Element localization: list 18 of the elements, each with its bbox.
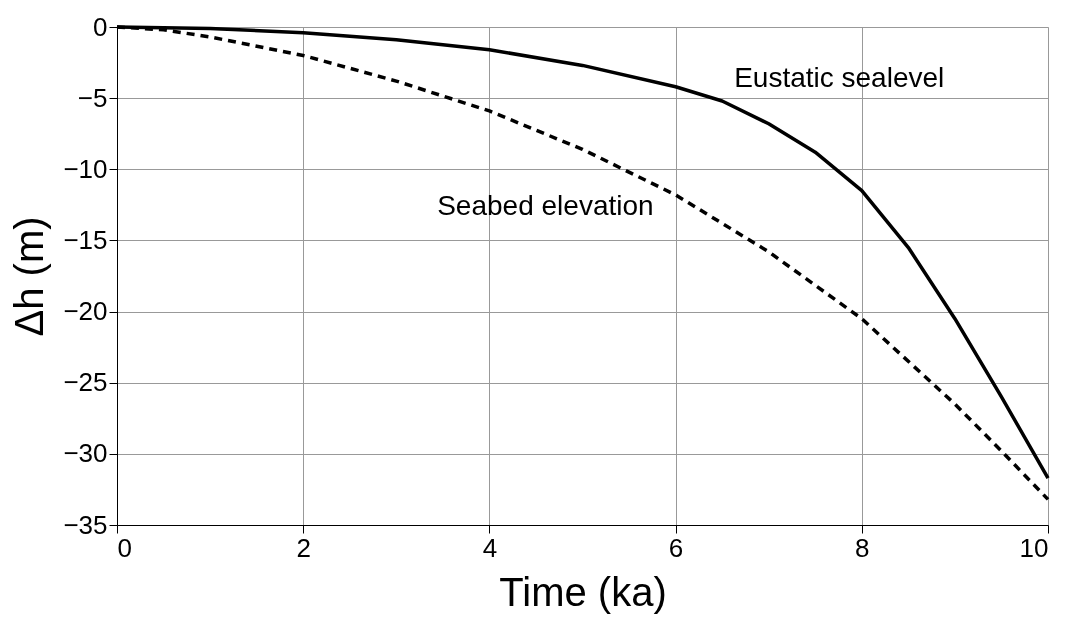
y-tick-label: −25 — [63, 367, 108, 398]
series-label: Seabed elevation — [437, 189, 654, 221]
x-tick-label: 8 — [855, 532, 870, 563]
x-tick-label: 10 — [1019, 532, 1049, 563]
y-tick-label: 0 — [93, 11, 108, 42]
x-tick-label: 2 — [296, 532, 311, 563]
series-label: Eustatic sealevel — [734, 61, 945, 93]
y-tick-label: −30 — [63, 438, 108, 469]
y-tick-label: −15 — [63, 224, 108, 255]
y-tick-label: −20 — [63, 296, 108, 327]
x-axis-title: Time (ka) — [499, 569, 667, 614]
x-tick-label: 0 — [117, 532, 132, 563]
x-tick-label: 6 — [668, 532, 684, 563]
y-axis-title: Δh (m) — [7, 216, 52, 337]
y-tick-label: −35 — [63, 509, 108, 540]
x-tick-label: 4 — [482, 532, 498, 563]
y-tick-label: −10 — [63, 153, 108, 184]
y-tick-label: −5 — [77, 82, 108, 113]
